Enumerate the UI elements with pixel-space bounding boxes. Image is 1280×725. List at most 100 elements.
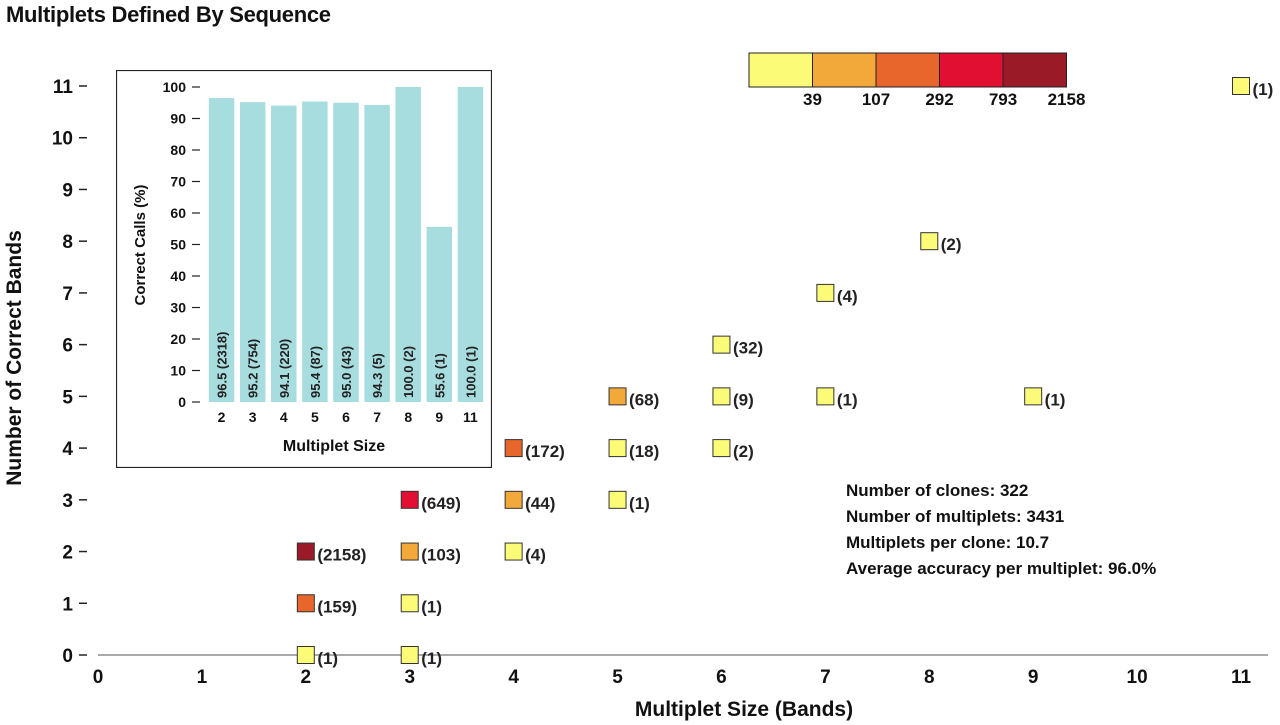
stat-clones: Number of clones: 322 bbox=[846, 481, 1029, 500]
inset-bar bbox=[364, 104, 390, 402]
data-point bbox=[1232, 77, 1250, 95]
stat-multiplets: Number of multiplets: 3431 bbox=[846, 507, 1065, 526]
stat-per-clone: Multiplets per clone: 10.7 bbox=[846, 533, 1050, 552]
inset-bar-label: 95.0 (43) bbox=[339, 346, 354, 398]
data-point bbox=[400, 646, 419, 664]
inset-y-tick-label: 100 bbox=[163, 79, 187, 95]
data-point bbox=[296, 646, 315, 664]
data-point-label: (68) bbox=[629, 390, 659, 409]
data-point bbox=[608, 490, 627, 509]
x-tick-label: 7 bbox=[820, 667, 831, 688]
color-scale-label: 793 bbox=[989, 90, 1017, 109]
color-scale-label: 2158 bbox=[1048, 90, 1086, 109]
data-point bbox=[504, 542, 523, 561]
inset-bar bbox=[395, 87, 421, 402]
y-tick-label: 0 bbox=[62, 646, 73, 667]
y-tick-label: 5 bbox=[62, 387, 73, 408]
data-point-label: (18) bbox=[629, 442, 659, 461]
data-point-label: (9) bbox=[733, 390, 754, 409]
data-point bbox=[920, 232, 939, 251]
inset-x-tick-label: 11 bbox=[463, 409, 478, 425]
inset-x-tick-label: 2 bbox=[218, 409, 226, 425]
x-tick-label: 2 bbox=[301, 667, 312, 688]
x-tick-label: 4 bbox=[508, 667, 519, 688]
x-tick-label: 3 bbox=[404, 667, 415, 688]
data-point bbox=[400, 542, 419, 561]
inset-bar-label: 95.4 (87) bbox=[308, 346, 323, 398]
color-scale-legend: 39 107 292 793 2158 bbox=[748, 52, 1108, 119]
y-tick-label: 3 bbox=[62, 491, 73, 512]
x-tick-label: 0 bbox=[93, 667, 104, 688]
color-scale-label: 292 bbox=[925, 90, 953, 109]
inset-bar bbox=[271, 105, 297, 403]
x-tick-label: 11 bbox=[1231, 667, 1252, 688]
inset-bar bbox=[239, 102, 266, 402]
y-tick-label: 6 bbox=[62, 336, 73, 357]
data-point bbox=[608, 387, 627, 406]
inset-x-tick-label: 9 bbox=[435, 409, 443, 425]
inset-x-tick-label: 8 bbox=[404, 409, 412, 425]
color-scale-swatch bbox=[748, 52, 813, 88]
x-tick-label: 5 bbox=[612, 667, 623, 688]
data-point-label: (4) bbox=[837, 287, 858, 306]
inset-bar-chart: 0 10 20 30 40 50 60 70 80 90 100 96.5 (2318) 2 95.2 (… bbox=[115, 69, 493, 473]
inset-y-tick-label: 10 bbox=[170, 363, 186, 379]
inset-y-tick-label: 70 bbox=[170, 174, 186, 190]
data-point-label: (1) bbox=[629, 494, 650, 513]
inset-bar-label: 95.2 (754) bbox=[246, 339, 261, 398]
inset-y-tick-label: 0 bbox=[178, 394, 186, 410]
stat-accuracy: Average accuracy per multiplet: 96.0% bbox=[846, 559, 1157, 578]
data-point bbox=[712, 387, 731, 406]
data-point bbox=[400, 594, 419, 613]
y-tick-label: 7 bbox=[62, 284, 73, 305]
inset-bar bbox=[333, 102, 359, 402]
data-point bbox=[608, 439, 627, 458]
inset-x-tick-label: 3 bbox=[249, 409, 257, 425]
inset-bar-label: 94.3 (5) bbox=[370, 353, 385, 398]
data-point-label: (2) bbox=[733, 442, 754, 461]
inset-y-axis-label: Correct Calls (%) bbox=[132, 185, 149, 306]
color-scale-label: 107 bbox=[862, 90, 890, 109]
inset-y-tick-label: 80 bbox=[170, 142, 186, 158]
inset-y-tick-label: 30 bbox=[170, 300, 186, 316]
data-point bbox=[712, 335, 731, 354]
inset-x-tick-label: 6 bbox=[342, 409, 350, 425]
color-scale-label: 39 bbox=[803, 90, 822, 109]
data-point-label: (44) bbox=[525, 494, 555, 513]
inset-x-axis-label: Multiplet Size bbox=[283, 438, 385, 455]
color-scale-swatch bbox=[939, 52, 1004, 88]
inset-bar-label: 55.6 (1) bbox=[432, 353, 447, 398]
x-tick-label: 1 bbox=[197, 667, 208, 688]
y-tick-label: 10 bbox=[52, 129, 73, 150]
inset-bar bbox=[208, 98, 235, 403]
y-axis-label: Number of Correct Bands bbox=[3, 230, 26, 486]
data-point bbox=[400, 490, 419, 509]
inset-x-tick-label: 4 bbox=[280, 409, 288, 425]
color-scale-svg: 39 107 292 793 2158 bbox=[748, 52, 1086, 109]
data-point-label: (1) bbox=[421, 649, 442, 668]
inset-y-tick-label: 90 bbox=[170, 111, 186, 127]
inset-x-tick-label: 7 bbox=[373, 409, 381, 425]
data-point-label: (1) bbox=[1045, 390, 1066, 409]
inset-bar bbox=[457, 87, 484, 402]
inset-y-tick-label: 60 bbox=[170, 205, 186, 221]
inset-bar-svg: 0 10 20 30 40 50 60 70 80 90 100 96.5 (2318) 2 95.2 (… bbox=[115, 69, 493, 469]
color-scale-swatch bbox=[812, 52, 877, 88]
data-point-label: (4) bbox=[525, 546, 546, 565]
inset-bar bbox=[302, 101, 328, 403]
color-scale-swatch bbox=[875, 52, 940, 88]
x-tick-label: 6 bbox=[716, 667, 727, 688]
inset-x-tick-label: 5 bbox=[311, 409, 319, 425]
data-point-label: (1) bbox=[837, 390, 858, 409]
page-title: Multiplets Defined By Sequence bbox=[6, 2, 331, 27]
data-point bbox=[1024, 387, 1043, 406]
data-point-label: (159) bbox=[317, 597, 357, 616]
y-tick-label: 4 bbox=[62, 439, 73, 460]
data-point-label: (172) bbox=[525, 442, 565, 461]
inset-bar-label: 100.0 (1) bbox=[463, 346, 478, 398]
data-point-label: (2) bbox=[941, 235, 962, 254]
data-point-label: (32) bbox=[733, 339, 763, 358]
data-point-label: (1) bbox=[317, 649, 338, 668]
data-point bbox=[296, 542, 315, 561]
